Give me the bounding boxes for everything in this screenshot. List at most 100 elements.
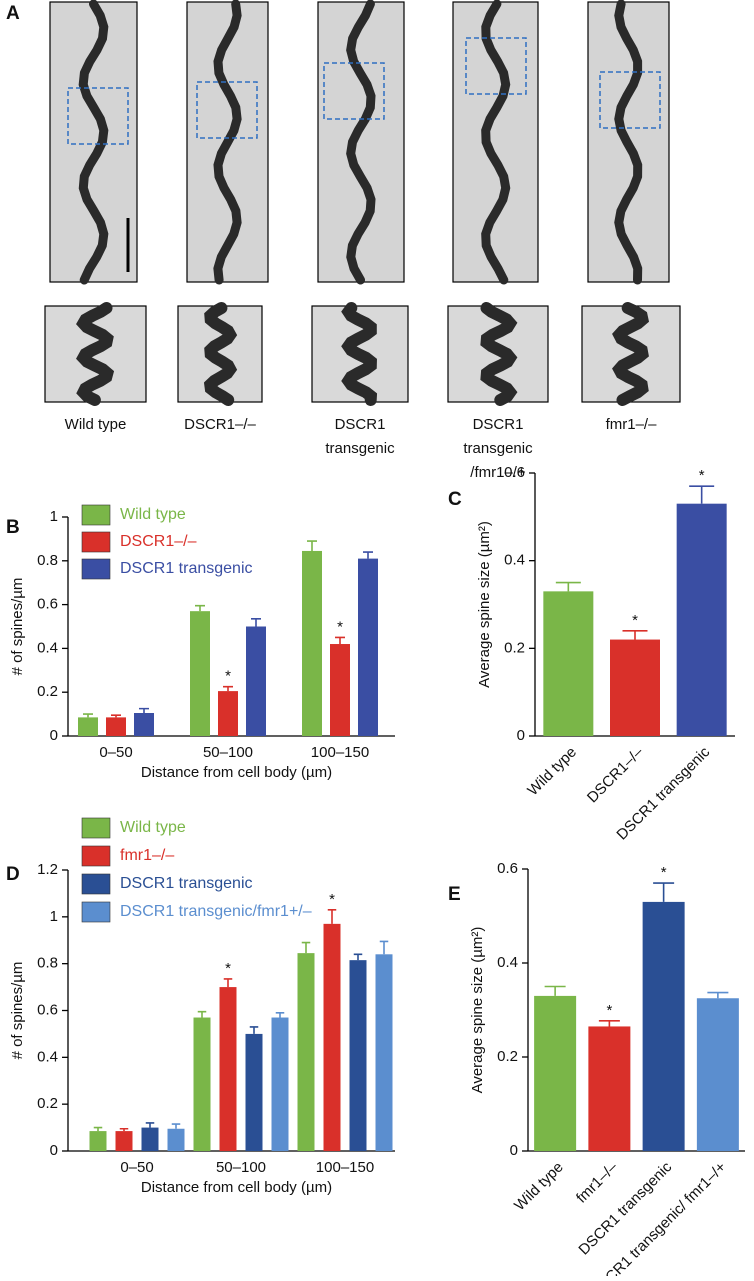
caption: fmr1–/– [606, 416, 658, 433]
error-bar [301, 941, 311, 954]
error-bar [622, 630, 648, 640]
error-bar [119, 1127, 129, 1132]
y-tick-label: 0.6 [37, 1001, 58, 1018]
caption: DSCR1 [473, 416, 524, 433]
dendrite [612, 302, 650, 406]
dendrite [78, 0, 109, 285]
y-tick-label: 0.6 [504, 464, 525, 481]
bar [676, 503, 727, 736]
bar [302, 550, 322, 736]
bar [190, 611, 210, 736]
y-tick-label: 0 [50, 1142, 58, 1159]
bar [642, 901, 685, 1151]
legend-swatch [81, 531, 111, 553]
x-tick-label: 0–50 [120, 1159, 153, 1176]
y-tick-label: 0 [517, 727, 525, 744]
error-bar [598, 1020, 620, 1027]
y-tick-label: 1 [50, 908, 58, 925]
caption: /fmr1–/+ [470, 464, 526, 481]
y-tick-label: 0.4 [37, 1048, 58, 1065]
significance-marker: * [337, 618, 343, 635]
bar [167, 1128, 185, 1151]
panel-label: D [6, 864, 20, 885]
legend-label: DSCR1–/– [120, 533, 197, 550]
error-bar [275, 1012, 285, 1018]
x-tick-label: 100–150 [311, 744, 369, 761]
bar [134, 713, 154, 736]
micrograph [317, 1, 405, 283]
significance-marker: * [225, 960, 231, 977]
bar [534, 995, 577, 1151]
y-tick-label: 1 [50, 508, 58, 525]
panel-label: E [448, 884, 461, 905]
error-bar [363, 551, 373, 559]
y-tick-label: 0.4 [504, 552, 525, 569]
dendrite [480, 302, 518, 406]
x-tick-label: DSCR1–/– [584, 743, 647, 806]
x-tick-label: Wild type [511, 1159, 567, 1215]
y-axis-label: Average spine size (µm²) [469, 927, 486, 1094]
bar [115, 1131, 133, 1151]
bar [193, 1017, 211, 1151]
error-bar [83, 713, 93, 718]
error-bar [223, 978, 233, 988]
bar [246, 626, 266, 736]
bar [323, 923, 341, 1151]
x-tick-label: 50–100 [216, 1159, 266, 1176]
x-tick-label: 0–50 [99, 744, 132, 761]
significance-marker: * [329, 891, 335, 908]
bar [696, 998, 739, 1151]
bar [219, 987, 237, 1151]
bar [245, 1033, 263, 1151]
bar [106, 717, 126, 736]
dendrite [341, 302, 378, 406]
y-tick-label: 0.4 [37, 639, 58, 656]
significance-marker: * [661, 864, 667, 881]
panel-label: A [6, 3, 20, 24]
legend-label: Wild type [120, 506, 186, 523]
x-tick-label: fmr1–/– [573, 1158, 621, 1206]
legend-swatch [81, 873, 111, 895]
y-axis-label: Average spine size (µm²) [476, 521, 493, 688]
error-bar [707, 991, 729, 999]
error-bar [111, 714, 121, 718]
bar [297, 953, 315, 1151]
bar [271, 1017, 289, 1151]
y-tick-label: 0.2 [37, 683, 58, 700]
inset-box [323, 62, 385, 120]
x-axis-label: Distance from cell body (µm) [141, 1179, 332, 1196]
significance-marker: * [699, 467, 705, 484]
y-tick-label: 0.6 [497, 860, 518, 877]
y-tick-label: 0 [50, 727, 58, 744]
y-tick-label: 0.2 [37, 1095, 58, 1112]
error-bar [249, 1026, 259, 1034]
inset-box [196, 81, 258, 139]
error-bar [653, 882, 675, 902]
significance-marker: * [606, 1002, 612, 1019]
error-bar [93, 1126, 103, 1132]
panel-label: B [6, 517, 20, 538]
x-axis-label: Distance from cell body (µm) [141, 764, 332, 781]
error-bar [379, 940, 389, 955]
caption: DSCR1 [335, 416, 386, 433]
legend-label: fmr1–/– [120, 847, 174, 864]
error-bar [544, 985, 566, 996]
x-tick-label: 100–150 [316, 1159, 374, 1176]
legend-swatch [81, 845, 111, 867]
bar [375, 954, 393, 1151]
legend-swatch [81, 901, 111, 923]
y-tick-label: 0.2 [504, 639, 525, 656]
bar [89, 1131, 107, 1151]
error-bar [197, 1010, 207, 1018]
legend-label: DSCR1 transgenic/fmr1+/– [120, 903, 312, 920]
error-bar [223, 685, 233, 692]
legend-swatch [81, 558, 111, 580]
y-tick-label: 0.8 [37, 955, 58, 972]
y-tick-label: 0.4 [497, 954, 518, 971]
dendrite [76, 302, 115, 406]
legend-label: Wild type [120, 819, 186, 836]
y-axis-label: # of spines/µm [9, 578, 26, 676]
error-bar [139, 707, 149, 714]
x-tick-label: DSCR1 transgenic [575, 1158, 675, 1258]
x-tick-label: Wild type [524, 744, 580, 800]
